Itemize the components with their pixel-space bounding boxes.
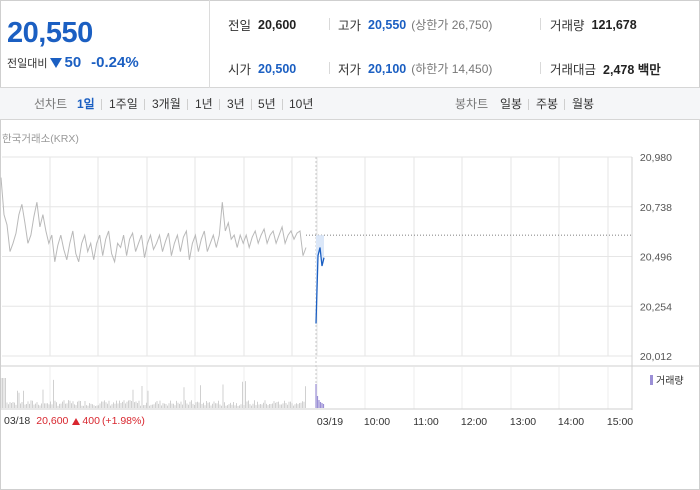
y-tick-label: 20,254 <box>640 301 672 313</box>
stat-label: 거래량 <box>550 19 585 33</box>
prev-day-date: 03/18 <box>4 415 31 427</box>
divider <box>540 18 541 30</box>
today-area <box>316 235 324 324</box>
change-value: 50 <box>64 54 82 71</box>
change-row: 전일대비 50 -0.24% <box>7 54 139 71</box>
change-label: 전일대비 <box>7 57 48 70</box>
y-tick-label: 20,496 <box>640 252 672 264</box>
today-line <box>315 247 325 324</box>
lower-limit: (하한가 14,450) <box>411 62 493 76</box>
candle-chart-label: 봉차트 <box>455 97 489 111</box>
stat-label: 고가 <box>338 19 362 33</box>
candle-monthly[interactable]: 월봉 <box>572 97 595 111</box>
stat-high: 고가 20,550 (상한가 26,750) <box>338 15 492 34</box>
prev-day-close: 20,600 <box>36 415 69 427</box>
stat-value: 20,600 <box>258 17 297 32</box>
period-1d[interactable]: 1일 <box>77 97 95 111</box>
divider <box>540 62 541 74</box>
period-1w[interactable]: 1주일 <box>109 97 138 111</box>
x-tick-label: 12:00 <box>461 416 487 428</box>
divider <box>329 62 330 74</box>
stat-label: 저가 <box>338 63 362 77</box>
chart-grid <box>0 156 700 410</box>
y-tick-label: 20,012 <box>640 351 672 363</box>
period-5y[interactable]: 5년 <box>258 97 276 111</box>
quote-header: 20,550 전일대비 50 -0.24% 전일 20,600 고가 20,55… <box>0 0 700 88</box>
prev-day-change: 400 <box>82 415 100 427</box>
period-1y[interactable]: 1년 <box>195 97 213 111</box>
x-tick-label: 10:00 <box>364 416 390 428</box>
volume-series <box>0 378 325 408</box>
divider <box>282 99 283 110</box>
divider <box>187 99 188 110</box>
x-tick-label: 14:00 <box>558 416 584 428</box>
volume-legend: 거래량 <box>650 372 684 387</box>
stat-value: 121,678 <box>591 17 637 32</box>
upper-limit: (상한가 26,750) <box>411 18 493 32</box>
stat-value: 2,478 백만 <box>603 63 661 77</box>
candle-weekly[interactable]: 주봉 <box>536 97 559 111</box>
price-box: 20,550 전일대비 50 -0.24% <box>0 0 210 88</box>
divider <box>144 99 145 110</box>
price-series <box>0 177 632 324</box>
x-tick-label: 11:00 <box>413 416 439 428</box>
stat-volume: 거래량 121,678 <box>550 15 637 34</box>
prev-day-change-pct: (+1.98%) <box>101 415 145 427</box>
y-tick-label: 20,738 <box>640 202 672 214</box>
prev-day-line <box>0 177 307 264</box>
volume-swatch-icon <box>650 374 653 385</box>
volume-legend-label: 거래량 <box>656 376 684 387</box>
stat-label: 시가 <box>228 63 252 77</box>
x-tick-label: 13:00 <box>510 416 536 428</box>
stat-label: 전일 <box>228 19 252 33</box>
data-source: 한국거래소(KRX) <box>2 133 79 145</box>
period-3y[interactable]: 3년 <box>227 97 245 111</box>
y-axis: 20,980 20,738 20,496 20,254 20,012 <box>640 152 672 363</box>
divider <box>564 99 565 110</box>
divider <box>219 99 220 110</box>
stat-low: 저가 20,100 (하한가 14,450) <box>338 59 492 78</box>
stat-value: 20,100 <box>368 61 407 76</box>
prev-day-summary: 03/18 20,600 400 (+1.98%) <box>4 415 145 427</box>
line-chart-label: 선차트 <box>34 97 68 111</box>
period-10y[interactable]: 10년 <box>289 97 314 111</box>
divider <box>251 99 252 110</box>
x-tick-label: 15:00 <box>607 416 633 428</box>
x-tick-label: 03/19 <box>317 416 343 428</box>
stat-label: 거래대금 <box>550 63 597 77</box>
stat-open: 시가 20,500 <box>228 59 296 78</box>
down-triangle-icon <box>50 58 63 68</box>
x-axis: 03/19 10:00 11:00 12:00 13:00 14:00 15:00 <box>317 416 633 428</box>
y-tick-label: 20,980 <box>640 152 672 164</box>
chart-toolbar: 선차트 1일 1주일 3개월 1년 3년 5년 10년 봉차트 일봉 주봉 월봉 <box>0 88 700 120</box>
candle-daily[interactable]: 일봉 <box>500 97 523 111</box>
up-triangle-icon <box>72 417 81 425</box>
period-3m[interactable]: 3개월 <box>152 97 181 111</box>
change-percent: -0.24% <box>91 54 139 71</box>
stat-value: 20,550 <box>368 17 407 32</box>
divider <box>329 18 330 30</box>
divider <box>528 99 529 110</box>
divider <box>101 99 102 110</box>
current-price: 20,550 <box>7 17 93 49</box>
stat-prev-close: 전일 20,600 <box>228 15 296 34</box>
stat-amount: 거래대금 2,478 백만 <box>550 59 661 78</box>
stat-value: 20,500 <box>258 61 297 76</box>
